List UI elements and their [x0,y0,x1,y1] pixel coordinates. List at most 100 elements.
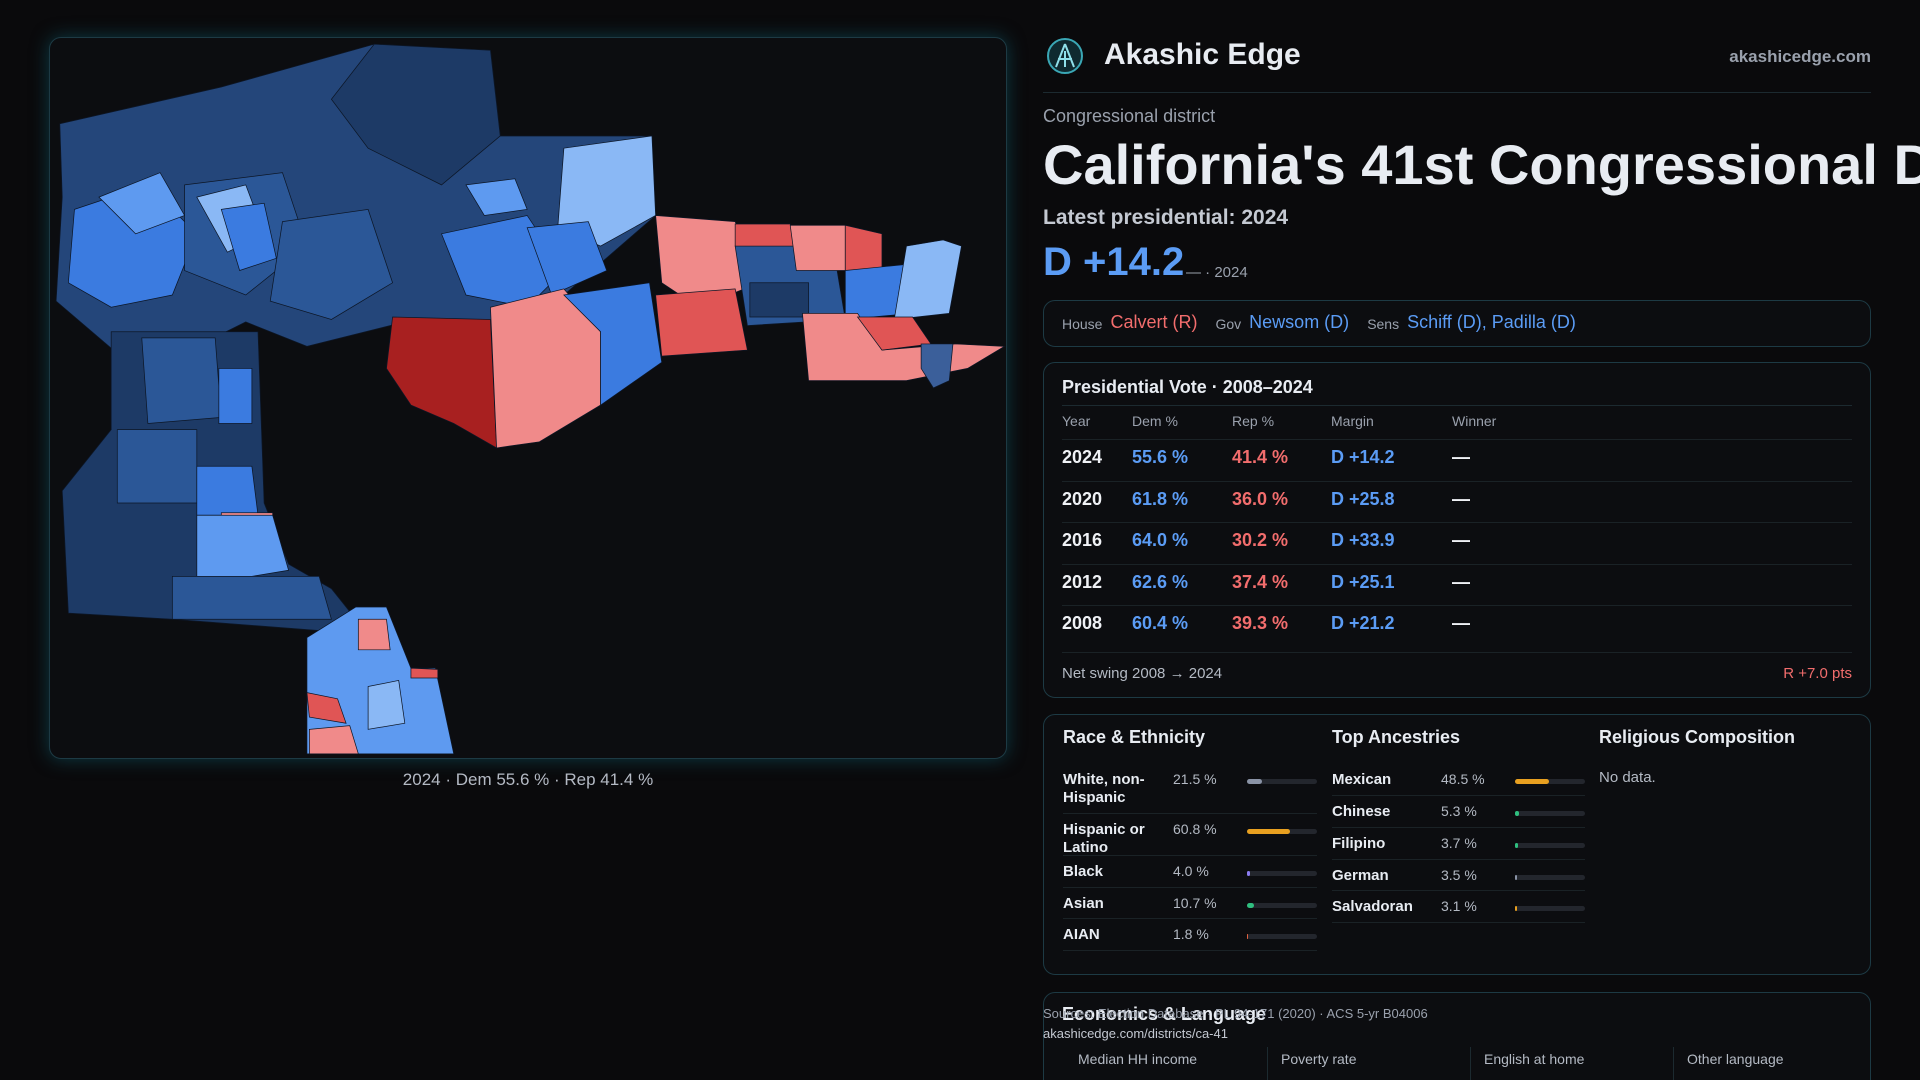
swing-label: Net swing 2008 → 2024 [1062,665,1223,682]
presidential-panel: Presidential Vote · 2008–2024 Year Dem % Re… [1043,362,1871,698]
table-cell: D +25.1 [1331,571,1395,592]
column-header: Rep % [1232,413,1275,429]
table-cell: 55.6 % [1132,447,1189,467]
row-pct: 21.5 % [1173,771,1217,787]
bar [1247,779,1263,784]
row-label: Filipino [1332,835,1386,852]
table-cell: D +33.9 [1331,530,1395,551]
row-divider [1332,827,1585,828]
bar-track [1515,843,1585,848]
official-role: Sens [1367,316,1400,332]
column-header: Dem % [1132,413,1178,429]
table-cell: 36.0 % [1232,488,1289,509]
metric-label: Other language [1687,1051,1784,1067]
official-name: Schiff (D), Padilla (D) [1407,312,1576,332]
table-cell: D +14.2 [1331,447,1395,467]
table-cell: 62.6 % [1132,571,1189,592]
table-cell: 2008 [1062,613,1103,634]
row-pct: 1.8 % [1173,926,1209,942]
official-role: Gov [1215,316,1242,332]
table-cell: — [1452,613,1470,634]
row-divider [1063,855,1317,856]
swing-value: R +7.0 pts [1783,665,1852,682]
metric-label: Poverty rate [1281,1051,1357,1067]
metric-divider [1470,1047,1471,1080]
row-divider [1063,950,1317,951]
section-title: Religious Composition [1599,727,1795,747]
row-label: Salvadoran [1332,898,1413,915]
bar-track [1515,811,1585,816]
section-title: Race & Ethnicity [1063,727,1206,747]
official-role: House [1062,316,1103,332]
row-divider [1332,795,1585,796]
metric-divider [1673,1047,1674,1080]
row-divider [1062,439,1852,440]
brand-site[interactable]: akashicedge.com [1729,47,1871,66]
bar [1247,903,1255,908]
metric-label: Median HH income [1078,1051,1198,1067]
row-divider [1062,652,1852,653]
bar [1247,871,1250,876]
logo [1047,38,1083,74]
table-cell: — [1452,530,1470,551]
column-header: Margin [1331,413,1374,429]
divider [1043,92,1871,93]
eyebrow: Congressional district [1043,106,1216,126]
bar-track [1247,779,1317,784]
table-cell: — [1452,571,1470,592]
row-pct: 48.5 % [1441,771,1485,787]
table-cell: 2012 [1062,571,1103,592]
column-header: Year [1062,413,1091,429]
table-cell: 2016 [1062,530,1103,551]
row-divider [1062,480,1852,482]
map-panel [49,37,1007,759]
district-title: California's 41st Congressional Dist [1043,133,1920,196]
bar-track [1247,903,1317,908]
row-label: White, non-Hispanic [1063,771,1145,806]
margin-note: — · 2024 [1186,264,1248,281]
page-url[interactable]: akashicedge.com/districts/ca-41 [1043,1026,1228,1041]
official-name: Calvert (R) [1110,312,1198,332]
district-map [55,43,1006,755]
sources: Sources: Election Database · PL 94-171 (… [1043,1006,1428,1021]
latest-label: Latest presidential: 2024 [1043,206,1289,229]
officials-panel: House Calvert (R) Gov Newsom (D) Sens Schiff … [1043,300,1871,347]
table-cell: 64.0 % [1132,530,1189,551]
economics-panel: Economics & Language Median HH income Pove… [1043,992,1871,1080]
row-divider [1062,563,1852,565]
table-cell: 37.4 % [1232,571,1289,592]
row-pct: 5.3 % [1441,803,1477,819]
panel-title: Presidential Vote · 2008–2024 [1062,377,1313,397]
bar [1515,811,1519,816]
row-divider [1062,522,1852,524]
map-caption: 2024 · Dem 55.6 % · Rep 41.4 % [402,770,654,789]
table-cell: 39.3 % [1232,613,1289,634]
table-cell: 2024 [1062,447,1103,467]
table-cell: 60.4 % [1132,613,1189,634]
row-divider [1332,922,1585,923]
bar [1515,779,1549,784]
row-divider [1332,859,1585,860]
row-pct: 3.5 % [1441,867,1477,883]
metric-divider [1267,1047,1268,1080]
row-pct: 4.0 % [1173,863,1209,879]
bar-track [1515,875,1585,880]
row-label: AIAN [1063,926,1100,943]
demographics-panel: Race & Ethnicity White, non-Hispanic 21.5 … [1043,714,1871,975]
row-pct: 60.8 % [1173,821,1217,837]
row-divider [1063,918,1317,919]
bar [1247,934,1249,939]
row-label: Hispanic or Latino [1063,821,1145,856]
row-divider [1332,890,1585,891]
metric-label: English at home [1484,1051,1585,1067]
row-pct: 10.7 % [1173,895,1217,911]
bar-track [1247,871,1317,876]
row-label: Chinese [1332,803,1391,820]
row-label: Mexican [1332,771,1392,788]
bar [1247,829,1290,834]
table-cell: — [1452,447,1470,467]
row-pct: 3.1 % [1441,898,1477,914]
row-divider [1062,605,1852,607]
